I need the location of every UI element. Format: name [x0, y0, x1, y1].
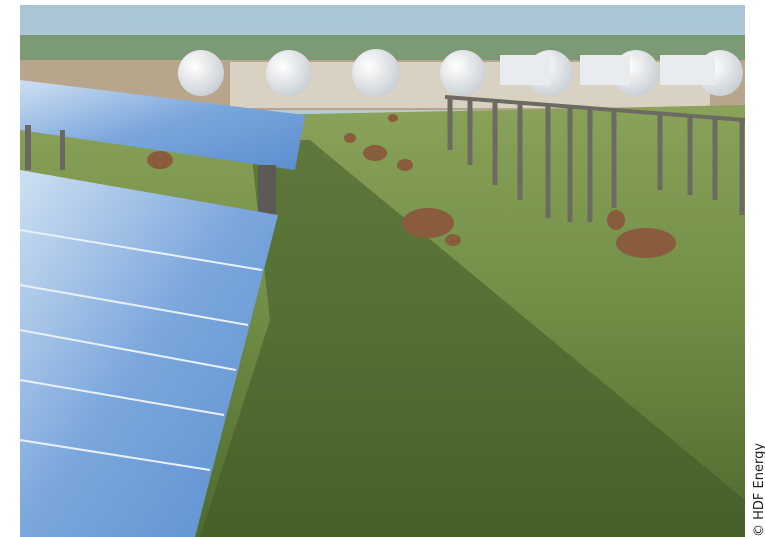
back-solar-panel [20, 80, 305, 215]
scene [19, 5, 746, 537]
front-solar-panel [19, 170, 278, 537]
fence [444, 95, 746, 222]
sheep [147, 114, 676, 258]
credit: © HDF Energy [752, 442, 765, 537]
